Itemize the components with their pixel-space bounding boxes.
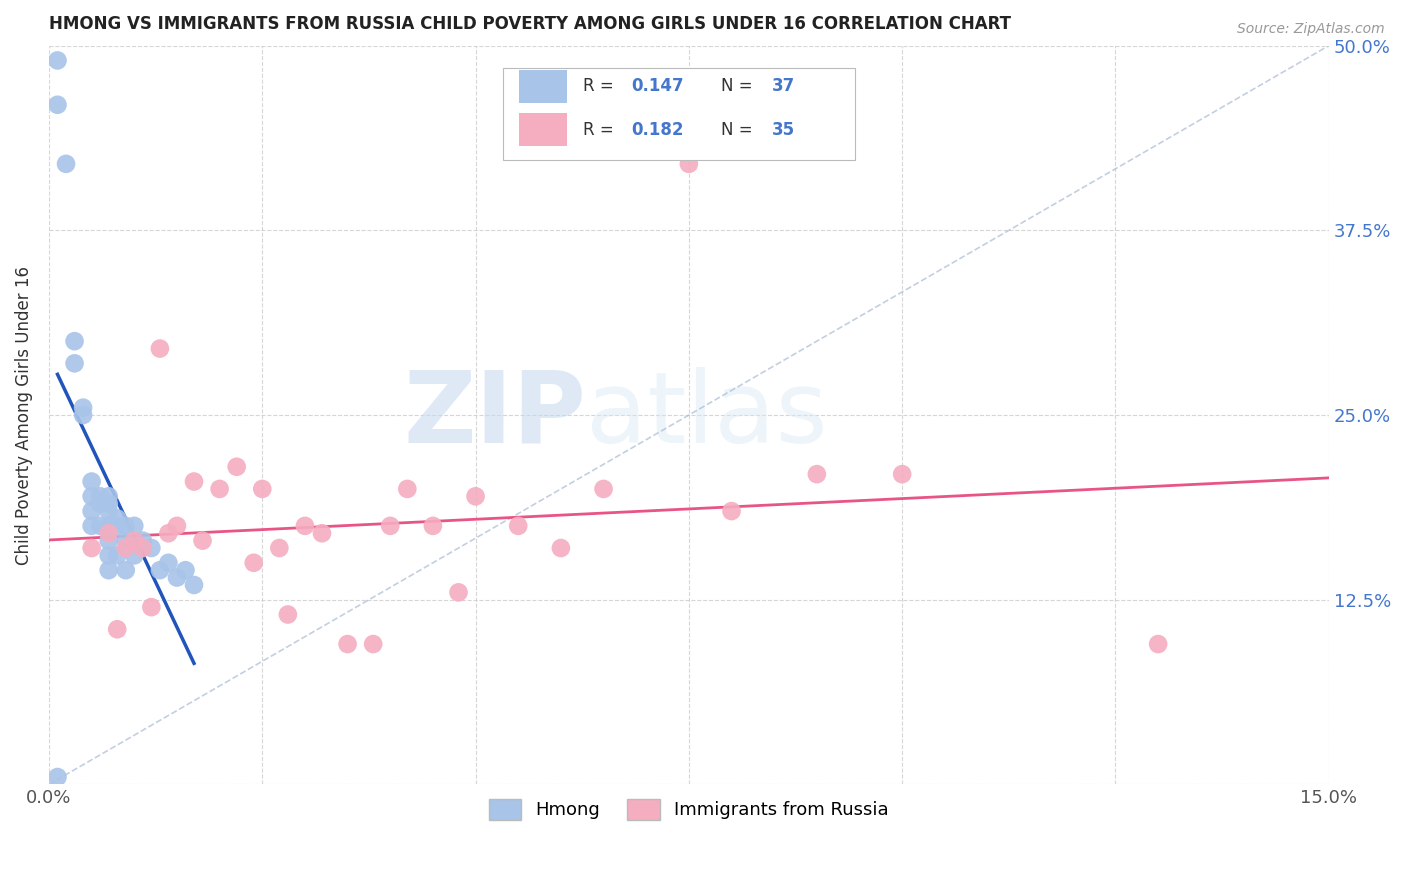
Text: R =: R = — [582, 120, 619, 138]
Point — [166, 519, 188, 533]
Legend: Hmong, Immigrants from Russia: Hmong, Immigrants from Russia — [481, 792, 896, 827]
Point — [80, 475, 103, 489]
Point — [183, 578, 205, 592]
Y-axis label: Child Poverty Among Girls Under 16: Child Poverty Among Girls Under 16 — [15, 266, 32, 565]
Text: atlas: atlas — [586, 367, 828, 464]
Text: ZIP: ZIP — [404, 367, 586, 464]
Point — [97, 489, 120, 503]
Point — [97, 504, 120, 518]
Point — [97, 563, 120, 577]
Point — [105, 549, 128, 563]
Point — [114, 563, 136, 577]
Point — [396, 482, 419, 496]
Point — [89, 519, 111, 533]
Point — [80, 519, 103, 533]
Point — [89, 497, 111, 511]
Point — [46, 54, 69, 68]
Point — [80, 541, 103, 555]
Text: R =: R = — [582, 78, 619, 95]
Point — [252, 482, 274, 496]
Point — [174, 563, 197, 577]
Point — [806, 467, 828, 482]
Point — [97, 533, 120, 548]
Text: N =: N = — [721, 78, 758, 95]
Point — [592, 482, 614, 496]
Text: 0.147: 0.147 — [631, 78, 683, 95]
Point — [114, 519, 136, 533]
Point — [132, 533, 155, 548]
Point — [269, 541, 291, 555]
Point — [80, 489, 103, 503]
Point — [149, 563, 172, 577]
Point — [242, 556, 264, 570]
Text: N =: N = — [721, 120, 758, 138]
Point — [132, 541, 155, 555]
Point — [114, 541, 136, 555]
Point — [166, 571, 188, 585]
Point — [124, 519, 146, 533]
Point — [191, 533, 214, 548]
Point — [380, 519, 402, 533]
Point — [124, 533, 146, 548]
Point — [124, 549, 146, 563]
Point — [336, 637, 359, 651]
Text: 37: 37 — [772, 78, 796, 95]
Point — [97, 549, 120, 563]
Point — [464, 489, 486, 503]
Point — [63, 334, 86, 348]
Point — [114, 533, 136, 548]
Point — [550, 541, 572, 555]
Text: 0.182: 0.182 — [631, 120, 683, 138]
Point — [891, 467, 914, 482]
Point — [46, 770, 69, 784]
Text: 35: 35 — [772, 120, 796, 138]
Point — [208, 482, 231, 496]
Point — [1147, 637, 1170, 651]
Point — [105, 511, 128, 525]
Point — [97, 497, 120, 511]
Point — [277, 607, 299, 622]
Point — [183, 475, 205, 489]
Point — [157, 526, 180, 541]
Point — [80, 504, 103, 518]
Point — [105, 622, 128, 636]
Point — [97, 526, 120, 541]
Point — [46, 97, 69, 112]
Text: HMONG VS IMMIGRANTS FROM RUSSIA CHILD POVERTY AMONG GIRLS UNDER 16 CORRELATION C: HMONG VS IMMIGRANTS FROM RUSSIA CHILD PO… — [49, 15, 1011, 33]
Point — [361, 637, 384, 651]
Point — [294, 519, 316, 533]
Point — [225, 459, 247, 474]
FancyBboxPatch shape — [519, 113, 567, 146]
Point — [422, 519, 444, 533]
Point — [105, 519, 128, 533]
Point — [311, 526, 333, 541]
Point — [141, 541, 163, 555]
Point — [508, 519, 530, 533]
Point — [149, 342, 172, 356]
Point — [141, 600, 163, 615]
Point — [447, 585, 470, 599]
Point — [72, 401, 94, 415]
Point — [55, 157, 77, 171]
Point — [72, 408, 94, 422]
Point — [89, 489, 111, 503]
Point — [63, 356, 86, 370]
Point — [720, 504, 742, 518]
FancyBboxPatch shape — [519, 70, 567, 103]
Point — [157, 556, 180, 570]
Point — [97, 519, 120, 533]
Point — [678, 157, 700, 171]
Text: Source: ZipAtlas.com: Source: ZipAtlas.com — [1237, 22, 1385, 37]
FancyBboxPatch shape — [503, 68, 855, 161]
